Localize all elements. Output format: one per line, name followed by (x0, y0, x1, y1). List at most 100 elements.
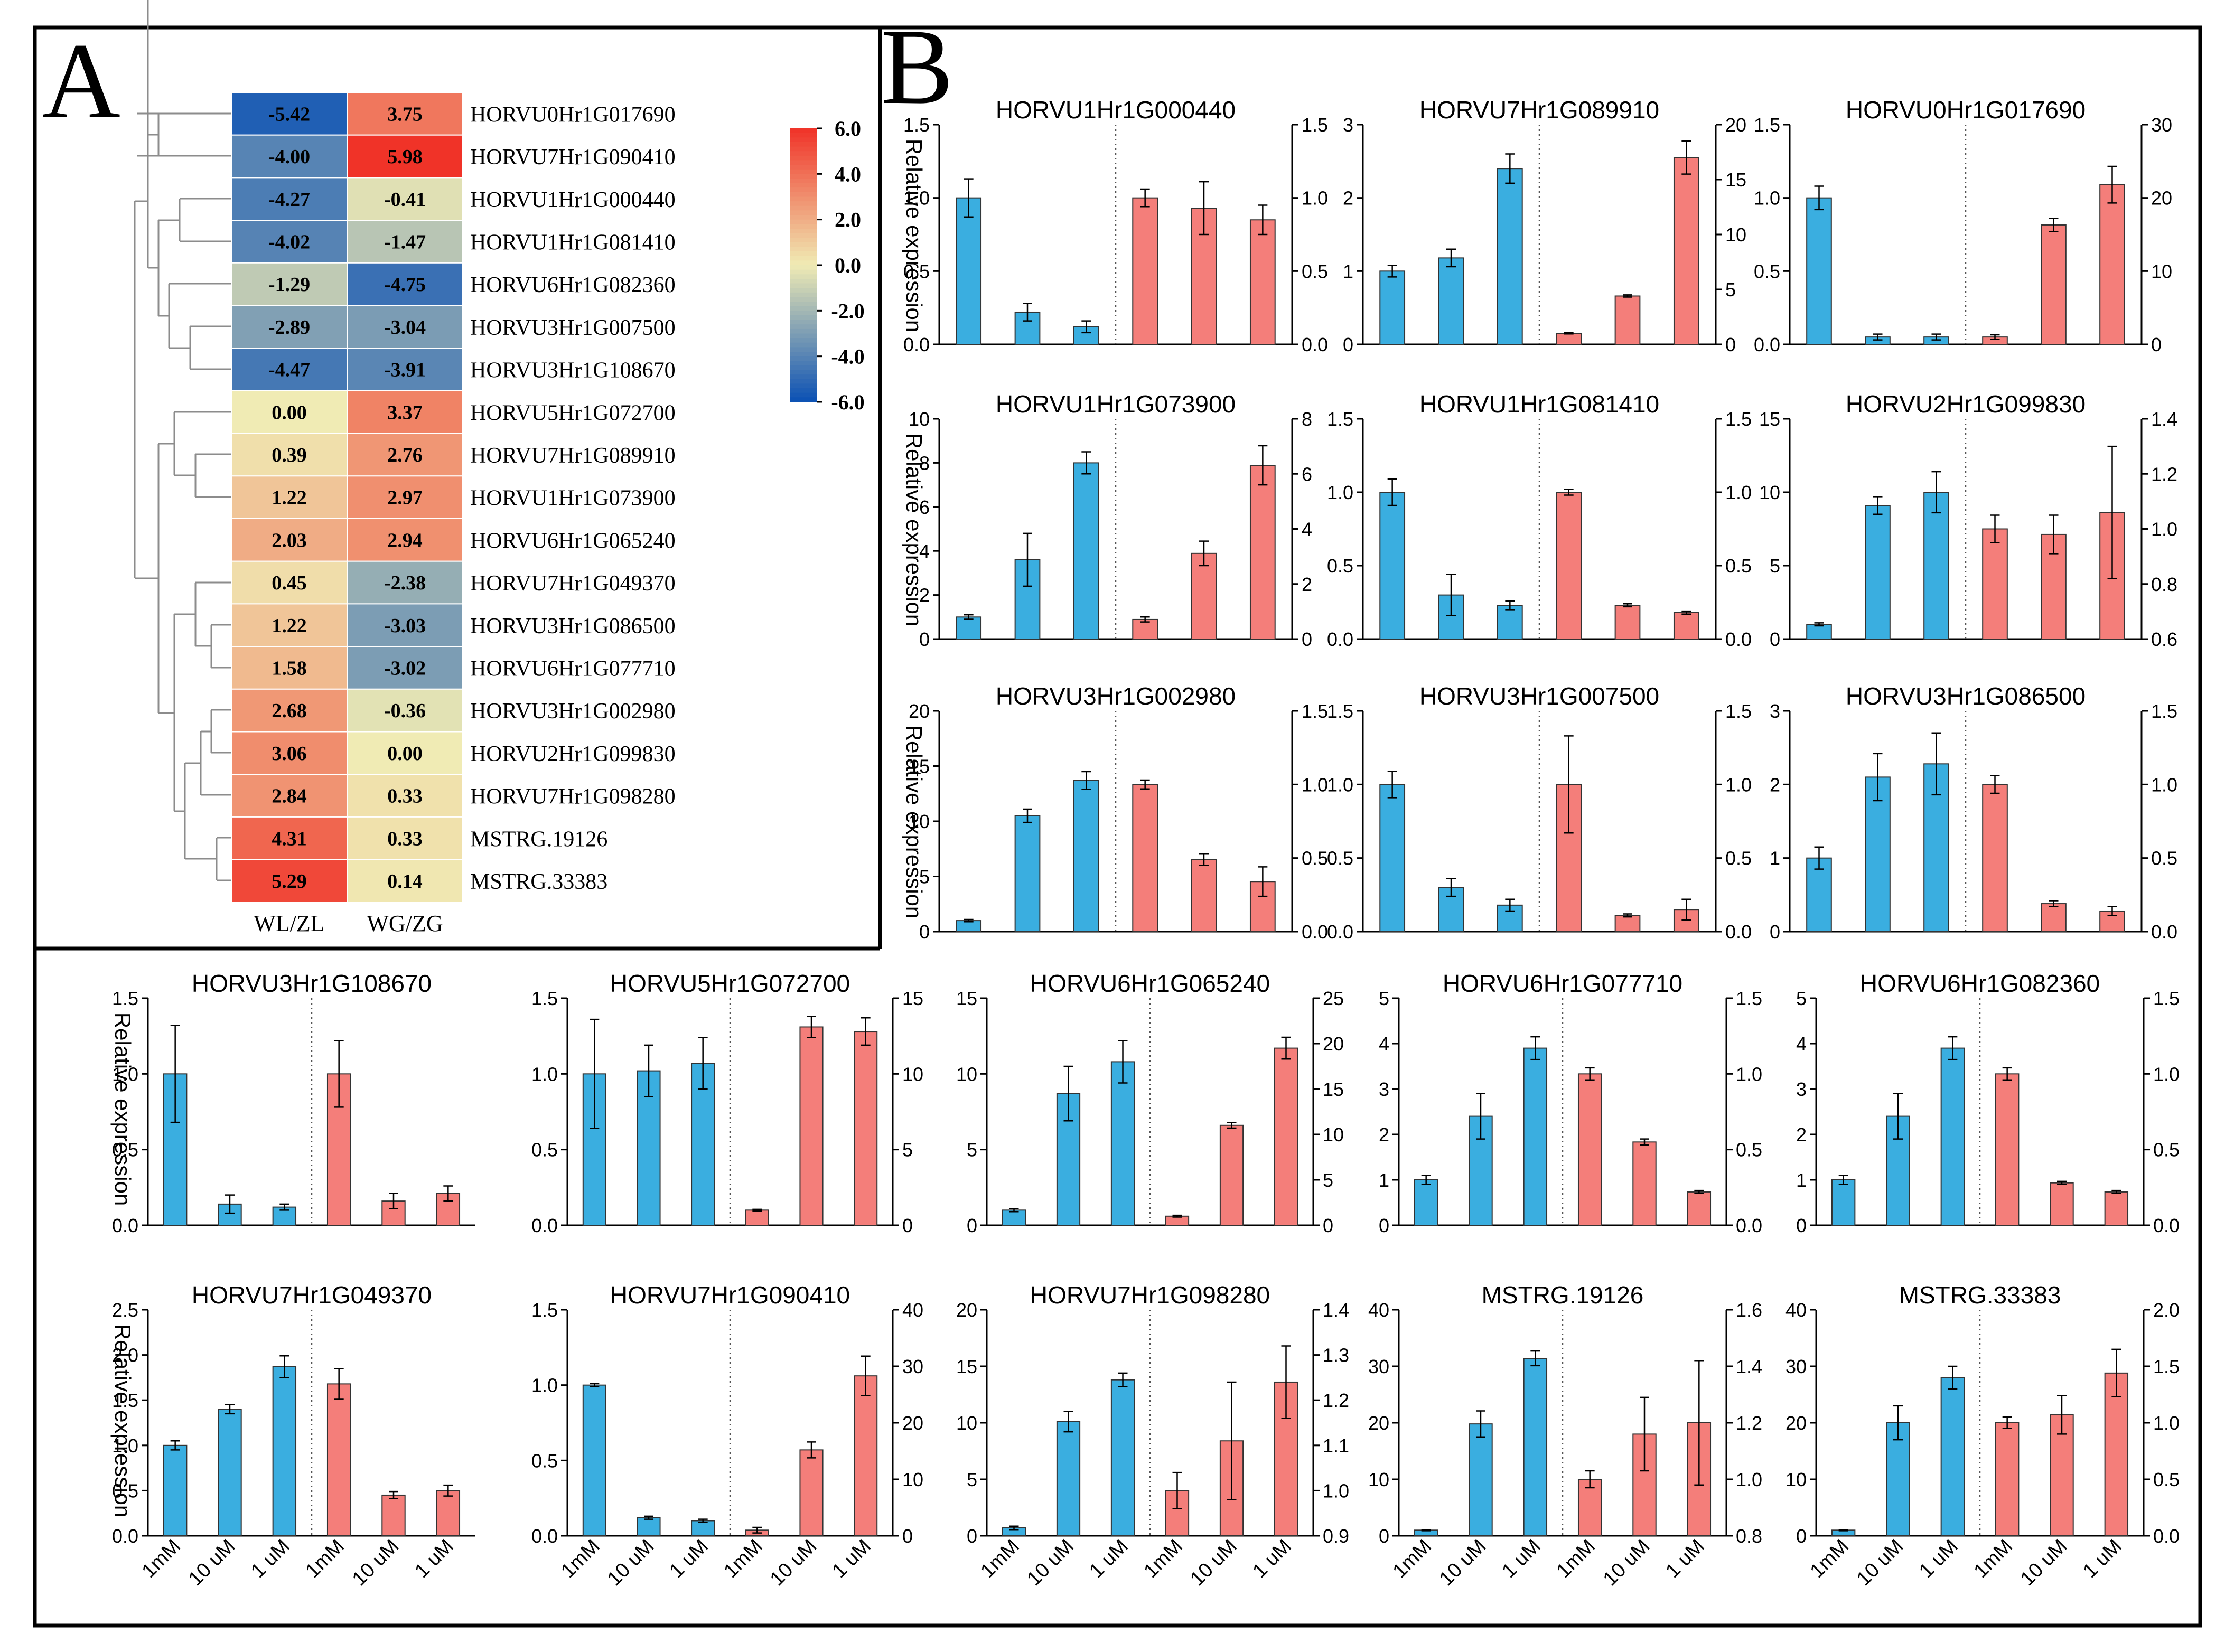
left-tick-label: 5 (1379, 988, 1389, 1009)
dendrogram-branch (168, 283, 231, 349)
heatmap-cell-value: 1.58 (272, 657, 307, 679)
legend-swatch (790, 347, 817, 353)
left-tick-label: 1 (1770, 848, 1780, 869)
right-tick-label: 20 (902, 1412, 923, 1434)
right-tick-label: 20 (1323, 1033, 1344, 1055)
heatmap-cell (347, 475, 463, 519)
left-tick-label: 1.5 (1327, 408, 1353, 430)
left-tick-label: 2 (1379, 1124, 1389, 1146)
x-category-label: 1mM (557, 1535, 604, 1582)
legend-swatch (790, 306, 817, 312)
blue-bar (956, 616, 982, 640)
legend-swatch (790, 201, 817, 207)
chart-title: MSTRG.19126 (1482, 1281, 1644, 1309)
y-axis-title: Relative expression (902, 139, 927, 333)
left-tick-label: 0.5 (1327, 848, 1353, 869)
color-legend: 6.0 4.0 2.0 0.0 -2.0 -4.0 -6.0 (790, 117, 865, 414)
right-tick-label: 1.6 (1736, 1299, 1762, 1321)
y-axis-title: Relative expression (110, 1324, 135, 1518)
right-tick-label: 1.0 (1725, 482, 1752, 503)
heatmap-cell (347, 92, 463, 136)
x-category-label: 10 uM (2016, 1535, 2071, 1590)
chart: HORVU7Hr1G098280 0 5 10 15 20 0.9 1.0 1.1 1.2 1.3 1… (956, 1281, 1349, 1590)
red-bar (1274, 1047, 1298, 1226)
left-tick-label: 0.5 (112, 1139, 138, 1161)
dendrogram-branch (134, 200, 158, 579)
heatmap-cell (347, 603, 463, 647)
red-bar (381, 1494, 406, 1536)
heatmap-cell-value: -3.02 (384, 657, 426, 679)
left-tick-label: 4 (1796, 1033, 1807, 1055)
chart: HORVU1Hr1G081410 0.0 0.5 1.0 1.5 0.0 0.5 1.0 1.5 (1327, 390, 1752, 650)
blue-bar (637, 1517, 661, 1537)
left-tick-label: 30 (1368, 1356, 1389, 1377)
heatmap-cell-value: 3.37 (387, 401, 423, 424)
heatmap-cell-value: -0.36 (384, 700, 426, 722)
heatmap-cell-value: 1.22 (272, 615, 307, 637)
left-tick-label: 10 (909, 811, 930, 832)
left-tick-label: 20 (909, 700, 930, 722)
heatmap-cell-value: 0.00 (272, 401, 307, 424)
red-bar (436, 1193, 461, 1226)
dendrogram-branch (157, 443, 174, 714)
left-tick-label: 20 (956, 1299, 977, 1321)
legend-swatch (790, 247, 817, 252)
right-tick-label: 1.4 (1323, 1299, 1349, 1321)
x-category-label: 1 uM (247, 1535, 294, 1582)
blue-bar (272, 1366, 297, 1536)
right-tick-label: 10 (902, 1063, 923, 1085)
right-tick-label: 1.4 (1736, 1356, 1762, 1377)
blue-bar (1806, 197, 1832, 345)
right-tick-label: 0.0 (1725, 628, 1752, 650)
red-bar (1995, 1422, 2020, 1536)
right-tick-label: 1.5 (1302, 114, 1328, 136)
left-tick-label: 15 (956, 1356, 977, 1377)
left-tick-label: 0 (919, 628, 930, 650)
heatmap-cell (231, 816, 348, 860)
blue-bar (1940, 1377, 1965, 1536)
left-tick-label: 8 (919, 452, 930, 474)
left-tick-label: 1.0 (903, 187, 930, 209)
right-tick-label: 1.0 (1725, 774, 1752, 795)
right-tick-label: 1.0 (1302, 187, 1328, 209)
legend-swatch (790, 137, 817, 143)
chart: HORVU7Hr1G090410 0.0 0.5 1.0 1.5 0 10 20 30 40 1mM… (531, 1281, 923, 1590)
red-bar (326, 1383, 351, 1537)
right-tick-label: 0.8 (2151, 574, 2177, 595)
right-tick-label: 10 (1725, 224, 1746, 246)
x-category-label: 10 uM (348, 1535, 403, 1590)
x-category-label: 1mM (719, 1535, 766, 1582)
heatmap-cell (347, 220, 463, 264)
heatmap-cell-value: 1.22 (272, 487, 307, 509)
red-bar (2041, 903, 2067, 933)
blue-bar (1379, 492, 1406, 640)
right-tick-label: 1.0 (2151, 774, 2177, 795)
left-tick-label: 6 (919, 496, 930, 518)
left-tick-label: 0 (1770, 921, 1780, 943)
gene-label: MSTRG.33383 (470, 870, 607, 894)
legend-swatch (790, 146, 817, 152)
left-tick-label: 0 (1796, 1525, 1807, 1547)
dendrogram-branch (200, 730, 231, 796)
left-tick-label: 0 (967, 1525, 977, 1547)
left-tick-label: 5 (1770, 555, 1780, 577)
blue-bar (1379, 270, 1406, 345)
heatmap-cell-value: 5.98 (387, 146, 423, 168)
red-bar (1556, 333, 1582, 345)
legend-swatch (790, 256, 817, 261)
right-tick-label: 0.0 (2153, 1215, 2180, 1236)
right-tick-label: 0.0 (1302, 921, 1328, 943)
blue-bar (1073, 462, 1099, 640)
right-tick-label: 1.2 (1736, 1412, 1762, 1434)
left-tick-label: 0.0 (1327, 921, 1353, 943)
legend-swatch (790, 265, 817, 270)
chart: HORVU0Hr1G017690 0.0 0.5 1.0 1.5 0 10 20 30 (1754, 96, 2172, 355)
right-tick-label: 0.0 (1736, 1215, 1762, 1236)
heatmap-cell-value: 2.97 (387, 487, 423, 509)
blue-bar (1073, 780, 1099, 933)
left-tick-label: 0.0 (903, 334, 930, 355)
chart: HORVU6Hr1G077710 0 1 2 3 4 5 0.0 0.5 1.0 1.5 (1379, 970, 1762, 1236)
chart: MSTRG.191260102030400.81.01.21.41.61mM10… (1368, 1281, 1762, 1590)
right-tick-label: 2.0 (2153, 1299, 2180, 1321)
